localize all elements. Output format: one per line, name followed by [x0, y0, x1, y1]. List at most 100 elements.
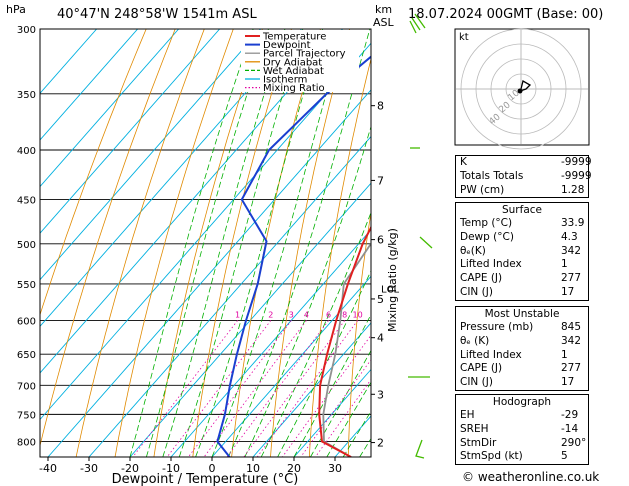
index-value: -29 — [561, 409, 579, 421]
most-unstable-table: Most Unstable Pressure (mb) 845 θₑ (K) 342 L… — [455, 306, 589, 391]
index-label: θₑ (K) — [460, 334, 490, 347]
height-tick-label: 3 — [377, 388, 384, 401]
index-label: SREH — [460, 422, 489, 435]
height-tick-label: 4 — [377, 332, 384, 345]
height-axis: 8 7 6 5 4 3 2 LCL — [371, 100, 400, 450]
wind-barb-icon — [419, 236, 433, 249]
temperature-tick-label: 20 — [287, 462, 301, 475]
hpa-unit-label: hPa — [6, 3, 26, 16]
mixing-ratio-tick-label: 8 — [342, 311, 347, 320]
index-label: Dewp (°C) — [460, 230, 514, 243]
wet-adiabat-line — [310, 349, 371, 457]
legend-label: Dry Adiabat — [263, 57, 322, 68]
wet-adiabat-line — [162, 29, 286, 457]
index-row: Dewp (°C) 4.3 — [456, 231, 588, 245]
index-label: StmSpd (kt) — [460, 450, 523, 463]
isotherm-line — [40, 29, 302, 327]
plot-frame — [39, 28, 372, 458]
isotherm-line — [252, 322, 371, 457]
temperature-tick-label: 30 — [328, 462, 342, 475]
mixing-ratio-tick-label: 3 — [289, 311, 294, 320]
legend-label: Parcel Trajectory — [263, 49, 346, 60]
index-value: 342 — [561, 334, 582, 347]
index-label: Lifted Index — [460, 258, 522, 271]
temperature-tick-label: -10 — [162, 462, 180, 475]
x-axis-title: Dewpoint / Temperature (°C) — [112, 472, 299, 486]
pressure-tick-label: 300 — [17, 25, 36, 36]
temperature-axis: -40 -30 -20 -10 0 10 20 30 — [39, 457, 342, 475]
mixing-ratio-labels: 1 2 3 4 6 8 10 — [235, 311, 363, 320]
temperature-tick-label: -40 — [39, 462, 57, 475]
index-value: -14 — [561, 422, 579, 435]
index-label: PW (cm) — [460, 183, 505, 196]
index-value: 1 — [561, 258, 568, 271]
legend-label: Temperature — [262, 32, 326, 43]
index-row: CIN (J) 17 — [456, 376, 588, 390]
pressure-axis: 300 350 400 450 500 550 600 650 700 750 800 — [17, 25, 36, 449]
isotherm-line — [40, 29, 97, 95]
sounding-lines — [216, 55, 371, 457]
legend-label: Dewpoint — [263, 40, 311, 51]
general-indices-table: K -9999 Totals Totals -9999 PW (cm) 1.28 — [455, 155, 592, 199]
wind-barb-icon — [415, 439, 425, 459]
mixing-ratio-axis-title: Mixing Ratio (g/kg) — [386, 228, 399, 332]
index-label: Pressure (mb) — [460, 321, 534, 333]
height-tick-label: 5 — [377, 293, 384, 306]
wet-adiabat-line — [244, 125, 371, 457]
isotherm-line — [47, 89, 371, 457]
pressure-tick-label: 400 — [17, 146, 36, 157]
asl-unit-label: ASL — [373, 16, 394, 29]
mixing-ratio-line — [188, 320, 292, 457]
legend-label: Isotherm — [263, 75, 307, 86]
dry-adiabat-line — [153, 29, 263, 457]
dry-adiabat-line — [192, 29, 292, 457]
index-value: -9999 — [561, 169, 592, 182]
background-lines — [40, 29, 620, 457]
pressure-tick-label: 800 — [17, 438, 36, 449]
index-value: 1.28 — [561, 183, 585, 196]
index-row: Lifted Index 1 — [456, 349, 588, 363]
pressure-tick-label: 700 — [17, 381, 36, 392]
index-value: 5 — [561, 450, 568, 463]
index-row: Temp (°C) 33.9 — [456, 217, 588, 231]
surface-table: Surface Temp (°C) 33.9 Dewp (°C) 4.3 θₑ(K) 34… — [455, 202, 589, 301]
mixing-ratio-line — [243, 320, 346, 457]
temperature-tick-label: 0 — [209, 462, 216, 475]
index-row: Pressure (mb) 845 — [456, 321, 588, 335]
wet-adiabat-line — [326, 381, 371, 457]
index-label: CIN (J) — [460, 285, 493, 298]
legend-label: Mixing Ratio — [263, 83, 325, 94]
wet-adiabat-line — [146, 29, 269, 457]
isotherm-line — [40, 29, 261, 281]
mixing-ratio-line — [203, 320, 307, 457]
dry-adiabat-line — [601, 29, 620, 457]
isotherm-line — [88, 135, 371, 457]
index-label: CAPE (J) — [460, 272, 503, 285]
temperature-tick-label: -30 — [80, 462, 98, 475]
height-tick-label: 6 — [377, 234, 384, 247]
index-value: 290° — [561, 436, 587, 449]
km-unit-label: km — [375, 3, 393, 16]
hodograph-stats-title: Hodograph — [492, 396, 552, 408]
dry-adiabat-line — [40, 29, 147, 317]
height-tick-label: 8 — [377, 100, 384, 113]
most-unstable-title: Most Unstable — [484, 308, 560, 320]
mixing-ratio-line — [132, 320, 238, 457]
index-label: Temp (°C) — [460, 217, 513, 229]
mixing-ratio-tick-label: 4 — [304, 311, 309, 320]
index-row: PW (cm) 1.28 — [456, 184, 588, 198]
isotherm-line — [40, 29, 179, 188]
index-value: 277 — [561, 272, 582, 285]
index-row: StmSpd (kt) 5 — [456, 450, 588, 464]
index-row: StmDir 290° — [456, 437, 588, 451]
mixing-ratio-line — [226, 320, 329, 457]
pressure-tick-label: 450 — [17, 196, 36, 207]
legend-box — [241, 30, 359, 92]
wet-adiabat-line — [178, 29, 304, 457]
wind-barb-icon — [409, 13, 426, 34]
index-value: 845 — [561, 321, 582, 333]
hodograph-table: Hodograph EH -29 SREH -14 StmDir 290° StmSpd (… — [455, 394, 589, 466]
mixing-ratio-tick-label: 6 — [326, 311, 331, 320]
wet-adiabat-line — [129, 29, 254, 457]
